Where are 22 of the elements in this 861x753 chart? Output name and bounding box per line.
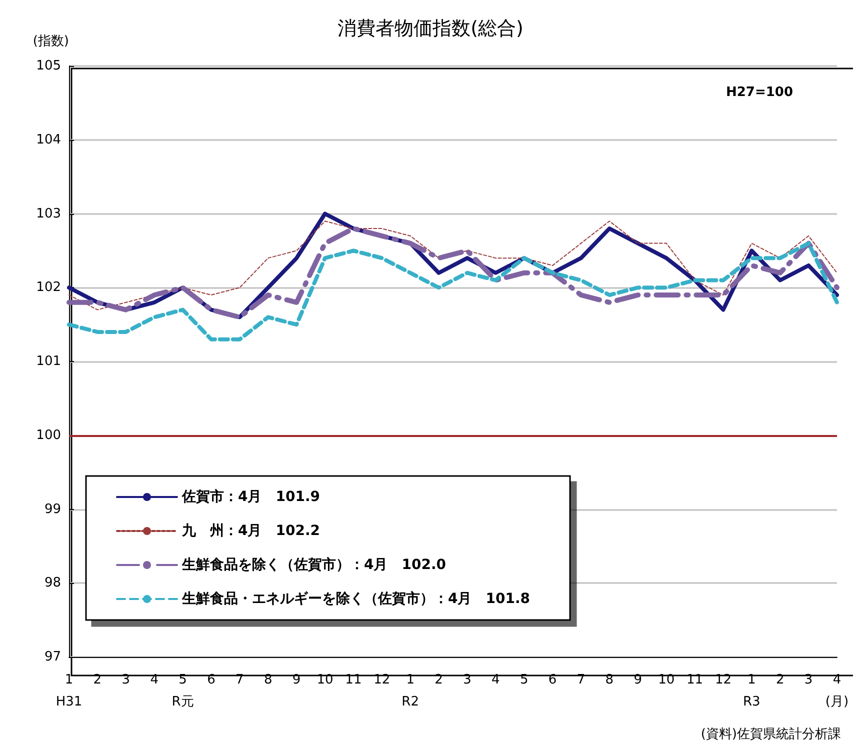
y-tick-label: 103 [36, 206, 61, 222]
legend-label: 佐賀市：4月 101.9 [181, 488, 320, 505]
legend-label: 生鮮食品を除く（佐賀市）：4月 102.0 [181, 556, 446, 573]
chart-title: 消費者物価指数(総合) [338, 18, 524, 40]
x-tick-label: 6 [207, 672, 216, 688]
y-tick-label: 102 [36, 280, 61, 296]
y-axis-title: (指数) [32, 34, 69, 49]
y-tick-label: 101 [36, 354, 61, 369]
y-tick-label: 98 [44, 576, 61, 591]
line-series [68, 220, 838, 310]
y-tick-label: 105 [36, 58, 61, 74]
text: (資料)佐賀県統計分析課 [700, 727, 842, 742]
y-tick-label: 104 [36, 132, 61, 148]
x-tick-label: 5 [520, 672, 528, 688]
line-series [67, 241, 839, 342]
y-tick-label: 99 [44, 502, 61, 517]
legend-label: 生鮮食品・エネルギーを除く（佐賀市）：4月 101.8 [181, 590, 530, 607]
legend-label: 九 州：4月 102.2 [181, 523, 320, 539]
x-tick-label: 1 H31 [56, 672, 82, 710]
y-tick-label: 100 [36, 428, 61, 443]
annotation: H27=100 [726, 85, 793, 100]
y-tick-label: 97 [44, 650, 61, 664]
